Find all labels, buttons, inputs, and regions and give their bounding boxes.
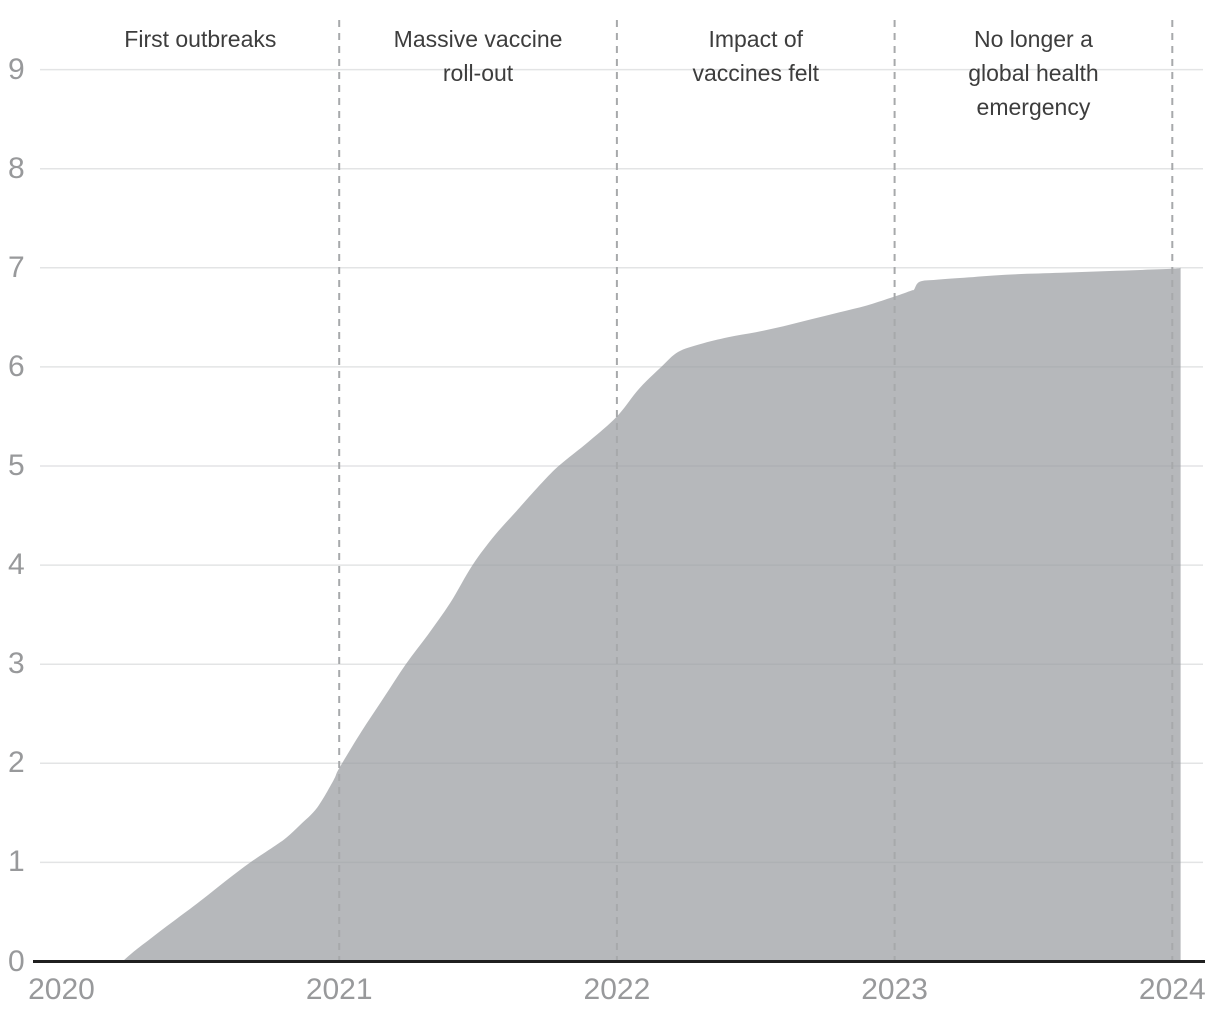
y-tick-label: 1 bbox=[8, 845, 25, 879]
y-tick-label: 0 bbox=[8, 944, 25, 978]
x-tick-label: 2021 bbox=[305, 973, 373, 1006]
area-series bbox=[122, 267, 1181, 962]
y-tick-label: 8 bbox=[8, 151, 25, 185]
y-tick-label: 9 bbox=[8, 52, 25, 86]
phase-annotation: Impact of vaccines felt bbox=[692, 26, 820, 86]
y-tick-label: 4 bbox=[8, 548, 25, 582]
x-tick-label: 2020 bbox=[28, 973, 95, 1006]
y-tick-label: 3 bbox=[8, 647, 25, 681]
y-tick-label: 7 bbox=[8, 250, 25, 284]
y-tick-label: 5 bbox=[8, 449, 25, 482]
y-tick-label: 6 bbox=[8, 349, 25, 383]
x-tick-label: 2024 bbox=[1138, 973, 1206, 1006]
y-tick-label: 2 bbox=[8, 746, 25, 780]
x-tick-label: 2023 bbox=[861, 973, 928, 1006]
x-tick-label: 2022 bbox=[583, 973, 651, 1006]
phase-annotation: No longer a global health emergency bbox=[968, 26, 1099, 120]
phase-annotation: First outbreaks bbox=[124, 26, 277, 52]
phase-annotation: Massive vaccine roll-out bbox=[393, 26, 563, 86]
